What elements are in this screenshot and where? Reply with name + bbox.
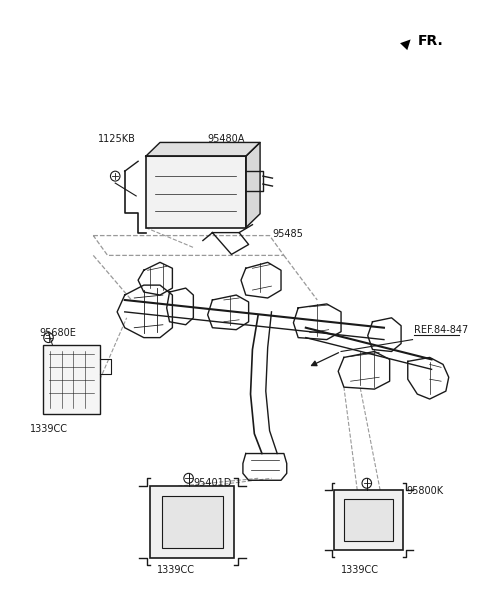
Text: REF.84-847: REF.84-847	[414, 325, 468, 334]
Polygon shape	[146, 142, 260, 156]
Polygon shape	[246, 142, 260, 228]
Text: 95485: 95485	[273, 228, 303, 239]
FancyBboxPatch shape	[162, 496, 223, 547]
Text: 1339CC: 1339CC	[341, 565, 379, 575]
FancyBboxPatch shape	[146, 156, 246, 228]
FancyBboxPatch shape	[344, 499, 394, 541]
FancyBboxPatch shape	[150, 486, 234, 558]
Text: 1339CC: 1339CC	[157, 565, 195, 575]
FancyBboxPatch shape	[43, 345, 100, 414]
Text: 95800K: 95800K	[407, 486, 444, 496]
Text: 95680E: 95680E	[39, 328, 76, 338]
Text: 1125KB: 1125KB	[98, 133, 136, 143]
Text: 95480A: 95480A	[208, 133, 245, 143]
Text: 1339CC: 1339CC	[29, 424, 68, 434]
Text: 95401D: 95401D	[193, 478, 232, 488]
FancyBboxPatch shape	[335, 490, 403, 550]
Text: FR.: FR.	[417, 35, 443, 48]
